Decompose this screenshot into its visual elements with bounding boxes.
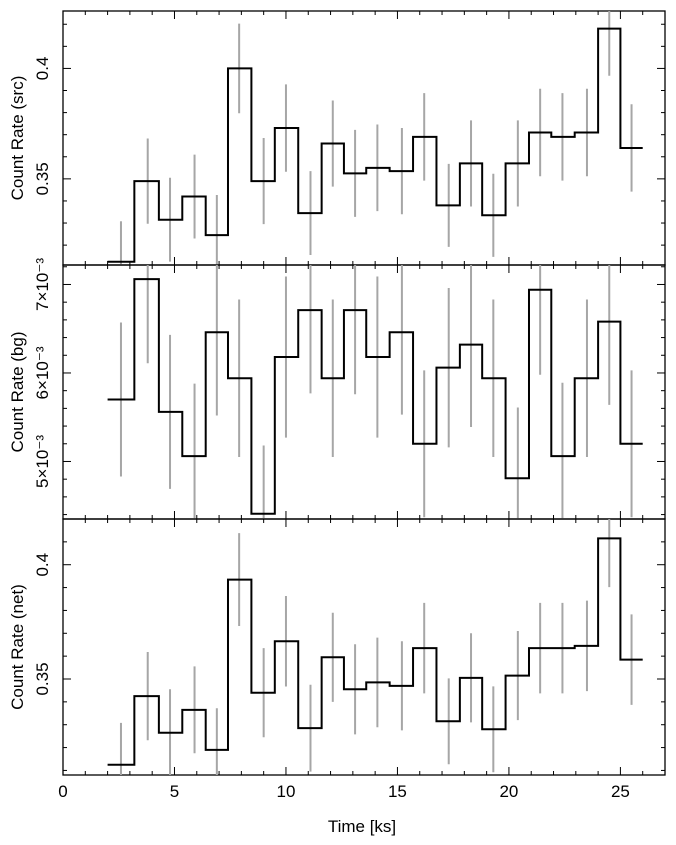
x-tick-label: 15: [388, 782, 407, 801]
src-panel: 0.35 0.4 Count Rate (src): [8, 10, 666, 266]
bg-panel: 5×10⁻³ 6×10⁻³ 7×10⁻³ Count Rate (bg): [8, 258, 666, 520]
x-tick-label: 25: [611, 782, 630, 801]
net-panel: 0.35 0.4 Count Rate (net) 0 5 10 15 20 25: [8, 518, 666, 801]
x-axis-label: Time [ks]: [328, 817, 396, 836]
x-tick-label: 0: [58, 782, 67, 801]
net-plot-frame: [62, 518, 666, 776]
src-y-tick-label: 0.35: [33, 162, 52, 195]
src-plot-frame: [62, 10, 666, 266]
bg-y-tick-label: 7×10⁻³: [33, 258, 52, 311]
src-step-line: [107, 27, 643, 263]
x-tick-label: 10: [277, 782, 296, 801]
src-y-tick-label: 0.4: [33, 57, 52, 81]
bg-y-tick-label: 6×10⁻³: [33, 346, 52, 399]
net-y-tick-label: 0.35: [33, 662, 52, 695]
net-step-line: [107, 537, 643, 766]
bg-step-line: [107, 278, 643, 515]
net-y-tick-label: 0.4: [33, 553, 52, 577]
x-tick-label: 5: [170, 782, 179, 801]
src-y-axis-label: Count Rate (src): [8, 76, 27, 201]
bg-y-axis-label: Count Rate (bg): [8, 332, 27, 453]
net-y-axis-label: Count Rate (net): [8, 584, 27, 710]
x-tick-label: 20: [499, 782, 518, 801]
bg-y-tick-label: 5×10⁻³: [33, 435, 52, 488]
